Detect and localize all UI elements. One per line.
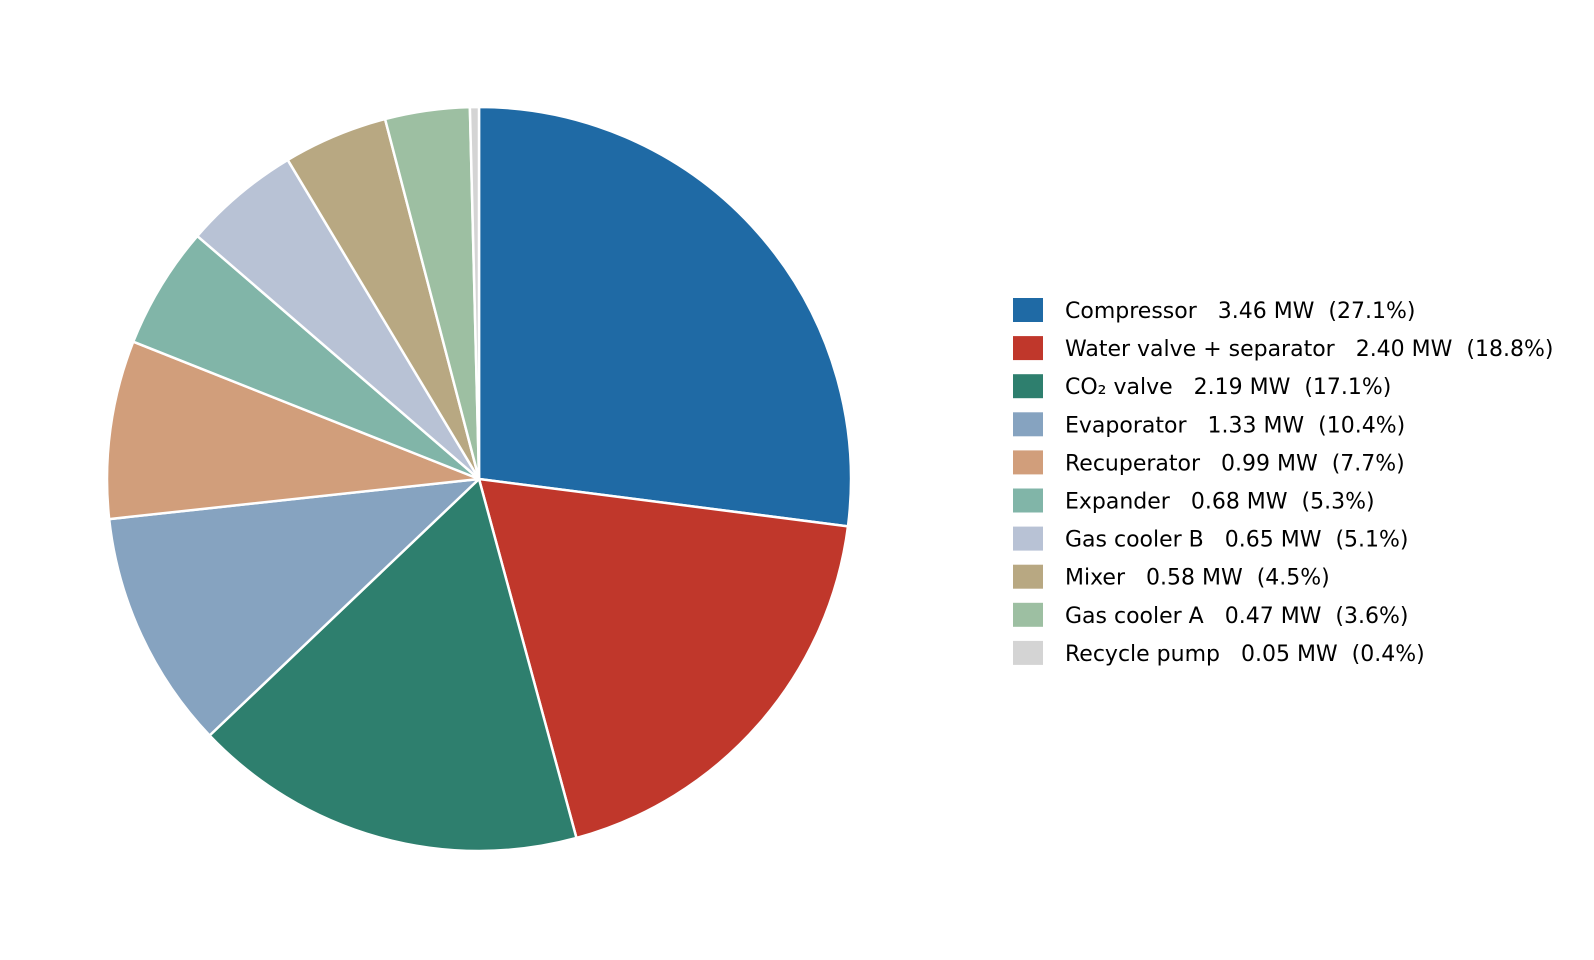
legend-swatch-water-valve-separator	[1013, 336, 1043, 361]
legend-label-expander: Expander 0.68 MW (5.3%)	[1065, 490, 1375, 515]
legend-swatch-mixer	[1013, 564, 1043, 589]
legend-swatch-evaporator	[1013, 412, 1043, 437]
legend-label-recycle-pump: Recycle pump 0.05 MW (0.4%)	[1065, 642, 1425, 667]
legend-swatch-expander	[1013, 488, 1043, 513]
legend-item-compressor: Compressor 3.46 MW (27.1%)	[1013, 298, 1415, 324]
legend-swatch-gas-cooler-a	[1013, 602, 1043, 627]
legend-item-recuperator: Recuperator 0.99 MW (7.7%)	[1013, 450, 1405, 476]
pie-slice-co-valve	[208, 477, 578, 853]
legend-label-compressor: Compressor 3.46 MW (27.1%)	[1065, 299, 1415, 324]
pie-slice-compressor	[477, 105, 853, 528]
legend: Compressor 3.46 MW (27.1%) Water valve + …	[1013, 298, 1553, 667]
pie-slice-recuperator	[105, 340, 481, 521]
pie-slice-water-valve-separator	[477, 477, 850, 840]
legend-swatch-recuperator	[1013, 450, 1043, 475]
legend-label-recuperator: Recuperator 0.99 MW (7.7%)	[1065, 451, 1405, 476]
legend-label-co-valve: CO₂ valve 2.19 MW (17.1%)	[1065, 375, 1391, 400]
legend-label-water-valve-separator: Water valve + separator 2.40 MW (18.8%)	[1065, 337, 1553, 362]
pie-slice-recycle-pump	[468, 105, 481, 481]
legend-item-expander: Expander 0.68 MW (5.3%)	[1013, 488, 1375, 515]
legend-item-gas-cooler-b: Gas cooler B 0.65 MW (5.1%)	[1013, 526, 1409, 553]
legend-item-recycle-pump: Recycle pump 0.05 MW (0.4%)	[1013, 640, 1425, 667]
legend-swatch-co-valve	[1013, 374, 1043, 399]
legend-swatch-compressor	[1013, 298, 1043, 322]
pie-slice-evaporator	[107, 477, 481, 737]
legend-item-mixer: Mixer 0.58 MW (4.5%)	[1013, 564, 1330, 591]
legend-item-water-valve-separator: Water valve + separator 2.40 MW (18.8%)	[1013, 336, 1553, 362]
legend-label-gas-cooler-a: Gas cooler A 0.47 MW (3.6%)	[1065, 604, 1408, 629]
legend-label-mixer: Mixer 0.58 MW (4.5%)	[1065, 566, 1330, 591]
legend-item-gas-cooler-a: Gas cooler A 0.47 MW (3.6%)	[1013, 602, 1408, 629]
legend-item-evaporator: Evaporator 1.33 MW (10.4%)	[1013, 412, 1405, 438]
legend-item-co-valve: CO₂ valve 2.19 MW (17.1%)	[1013, 374, 1391, 400]
pie-slices	[105, 105, 853, 853]
legend-swatch-gas-cooler-b	[1013, 526, 1043, 551]
legend-swatch-recycle-pump	[1013, 640, 1043, 665]
legend-label-gas-cooler-b: Gas cooler B 0.65 MW (5.1%)	[1065, 528, 1409, 553]
legend-label-evaporator: Evaporator 1.33 MW (10.4%)	[1065, 413, 1405, 438]
